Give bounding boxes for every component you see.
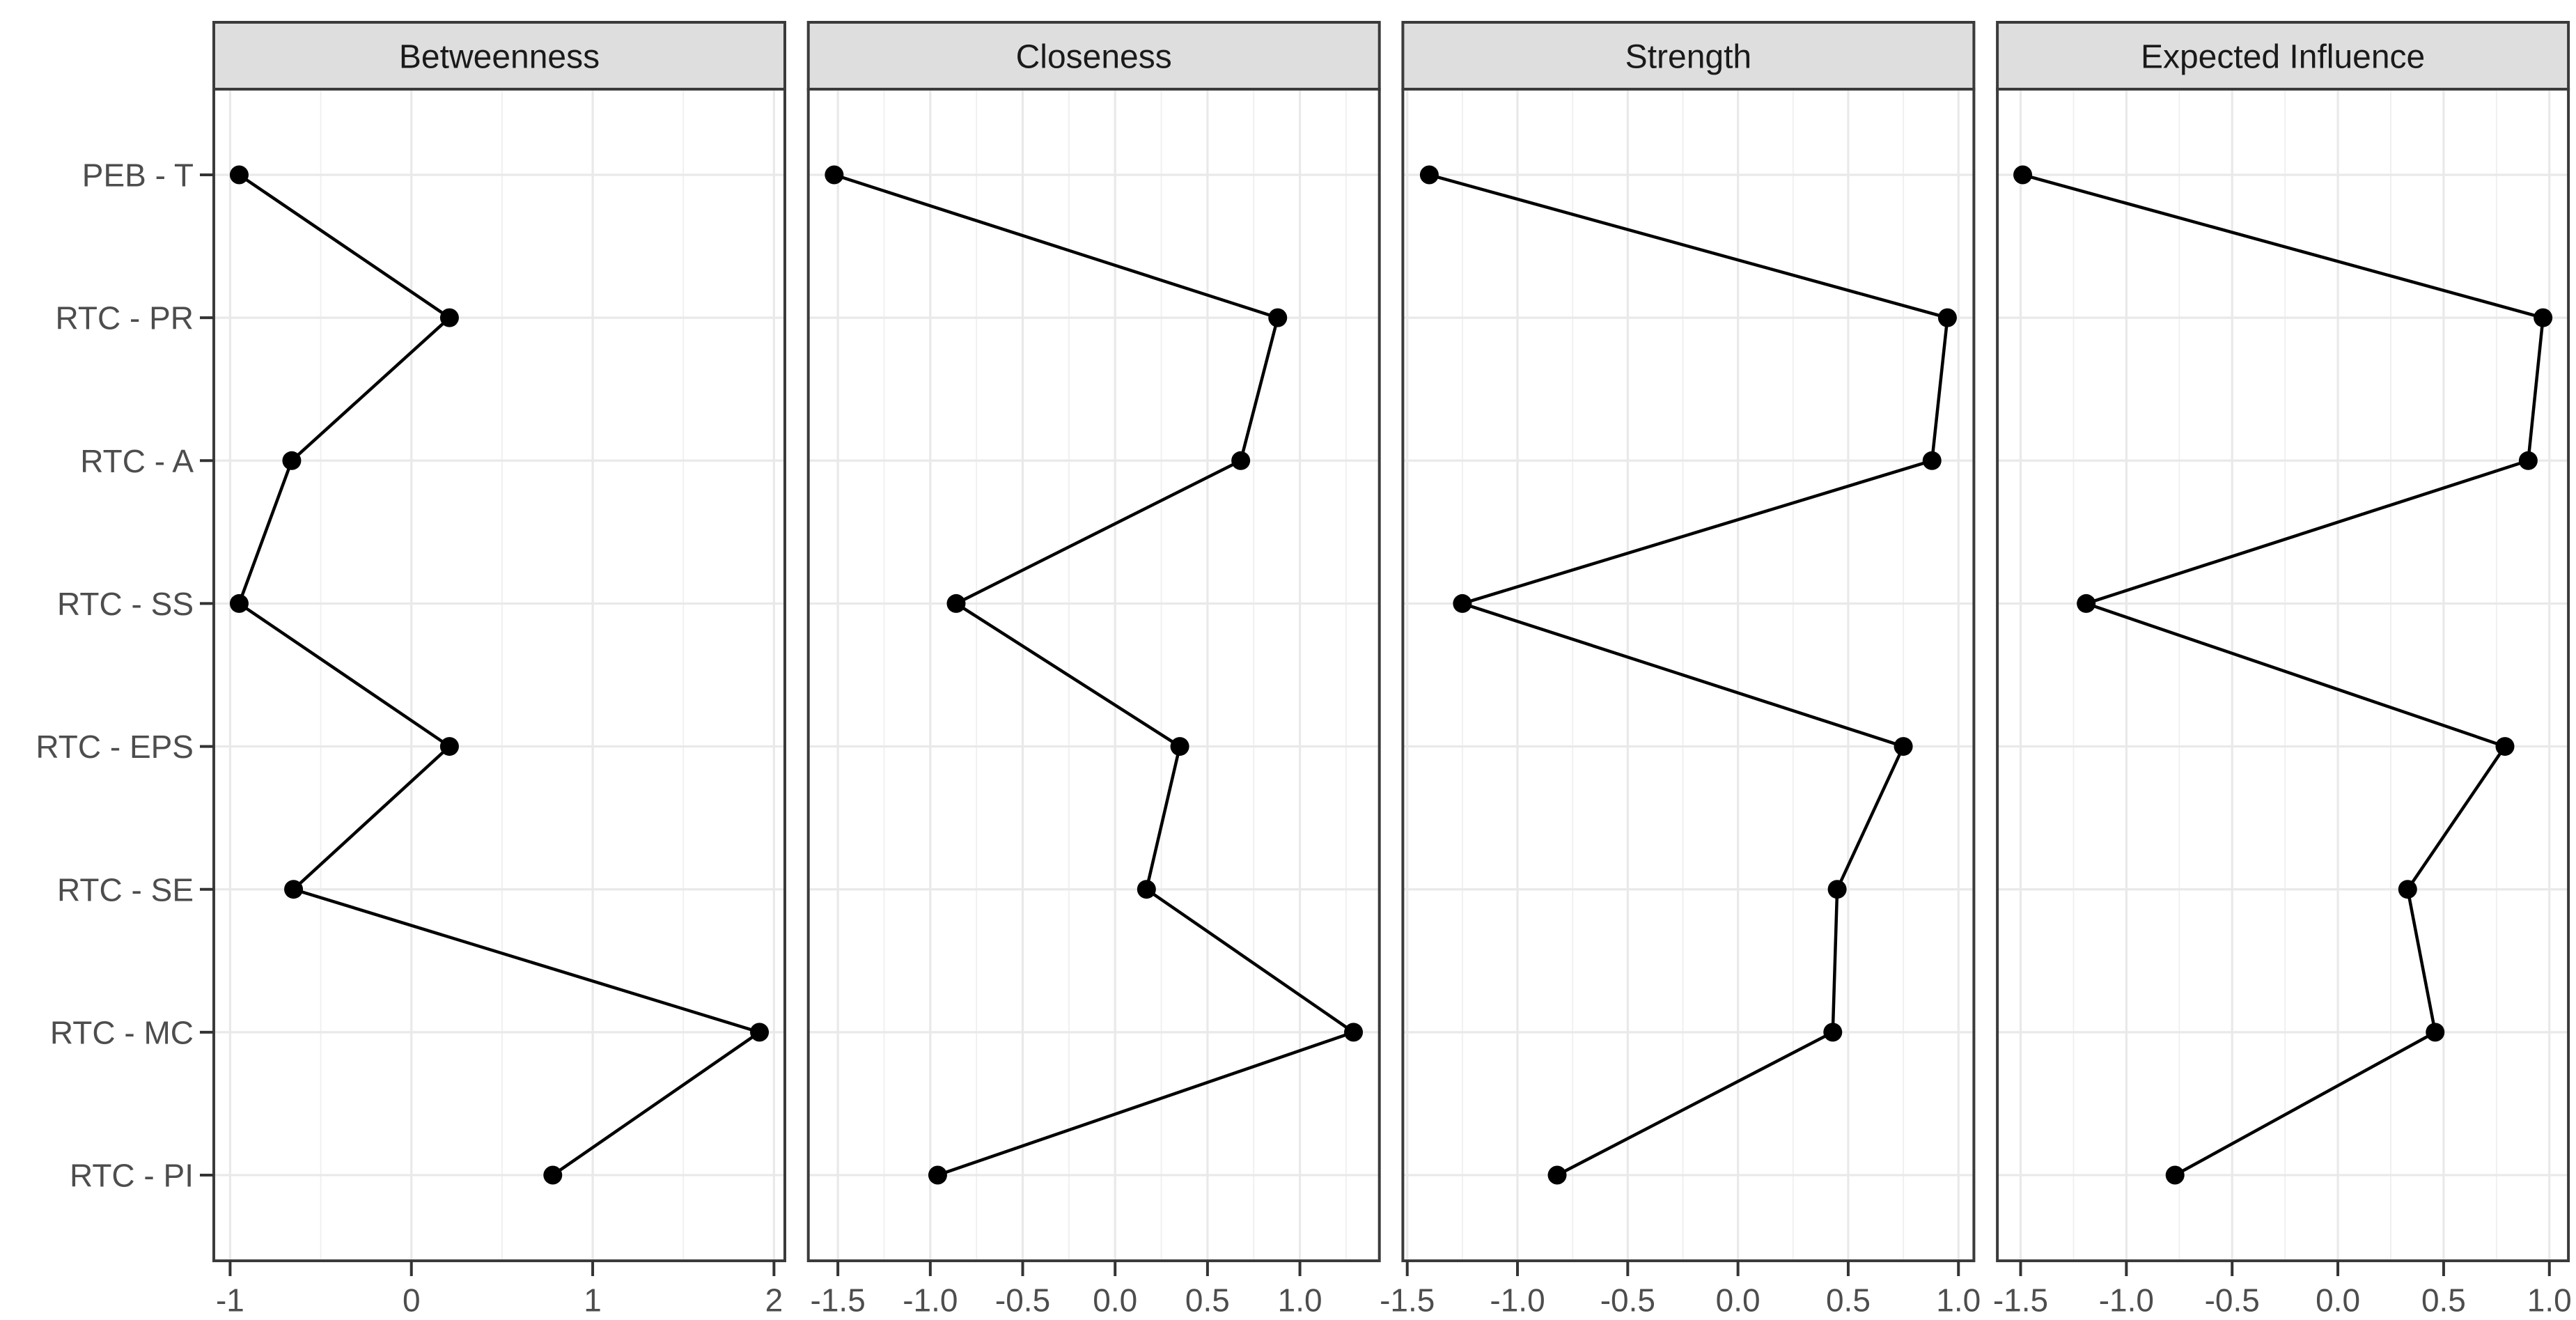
data-point bbox=[2013, 165, 2033, 185]
data-point bbox=[282, 451, 302, 470]
x-tick-label: -1.5 bbox=[1380, 1282, 1435, 1319]
data-point bbox=[2518, 451, 2538, 470]
x-tick-label: 1.0 bbox=[1936, 1282, 1981, 1319]
facet-title: Strength bbox=[1625, 38, 1751, 75]
x-tick-label: 0.5 bbox=[1185, 1282, 1230, 1319]
facet-strip bbox=[806, 21, 1381, 91]
series-line bbox=[237, 173, 761, 1177]
data-point bbox=[1937, 308, 1957, 327]
data-point bbox=[825, 165, 844, 185]
y-tick-label: RTC - EPS bbox=[36, 729, 194, 765]
y-tick-label: RTC - SS bbox=[57, 586, 194, 622]
data-point bbox=[928, 1165, 947, 1185]
x-tick-label: 0.5 bbox=[2421, 1282, 2466, 1319]
x-tick-label: 0.0 bbox=[1093, 1282, 1137, 1319]
y-tick-label: RTC - A bbox=[80, 443, 194, 479]
x-tick-label: -1.0 bbox=[1490, 1282, 1545, 1319]
x-tick-label: 0.0 bbox=[2316, 1282, 2360, 1319]
series-line bbox=[1428, 173, 1949, 1177]
x-tick-label: 1.0 bbox=[2527, 1282, 2572, 1319]
x-tick-label: -1.5 bbox=[811, 1282, 866, 1319]
data-point bbox=[1547, 1165, 1567, 1185]
y-tick-label: RTC - PI bbox=[70, 1158, 194, 1194]
data-point bbox=[946, 593, 966, 613]
panel-background bbox=[214, 89, 785, 1261]
data-point bbox=[229, 165, 249, 185]
facet-strip bbox=[212, 21, 786, 91]
facet-title: Closeness bbox=[1016, 38, 1172, 75]
series-line bbox=[832, 173, 1355, 1177]
data-point bbox=[543, 1165, 563, 1185]
data-point bbox=[1170, 737, 1189, 756]
data-point bbox=[750, 1023, 770, 1042]
x-tick-label: 0.0 bbox=[1716, 1282, 1761, 1319]
x-tick-label: 1.0 bbox=[1278, 1282, 1322, 1319]
data-point bbox=[1922, 451, 1942, 470]
data-point bbox=[2534, 308, 2553, 327]
data-point bbox=[2165, 1165, 2185, 1185]
x-tick-label: -1.5 bbox=[1993, 1282, 2048, 1319]
data-point bbox=[1268, 308, 1288, 327]
data-point bbox=[439, 308, 459, 327]
x-tick-label: -1.0 bbox=[2099, 1282, 2154, 1319]
facet-panel: Expected Influence -1.5 -1.0 -0.5 0.0 0.5 1.0 bbox=[1993, 21, 2572, 1319]
panel-background bbox=[1997, 89, 2569, 1261]
x-tick-label: -1 bbox=[216, 1282, 244, 1319]
panel-background bbox=[808, 89, 1380, 1261]
y-tick-label: RTC - PR bbox=[56, 300, 194, 336]
data-point bbox=[1894, 737, 1913, 756]
facet-title: Betweenness bbox=[399, 38, 600, 75]
y-tick-label: RTC - MC bbox=[50, 1014, 194, 1050]
data-point bbox=[1823, 1023, 1843, 1042]
facet-panel: Strength -1.5 -1.0 -0.5 0.0 0.5 1.0 bbox=[1380, 21, 1981, 1319]
data-point bbox=[284, 880, 304, 899]
x-tick-label: -0.5 bbox=[995, 1282, 1050, 1319]
data-point bbox=[1137, 880, 1156, 899]
data-point bbox=[2077, 593, 2096, 613]
panel-background bbox=[1403, 89, 1974, 1261]
series-line bbox=[2021, 173, 2545, 1177]
facet-panel: Betweenness -1 0 1 2 bbox=[212, 21, 786, 1319]
data-point bbox=[2426, 1023, 2445, 1042]
y-tick-label: RTC - SE bbox=[57, 871, 194, 908]
data-point bbox=[1827, 880, 1847, 899]
x-tick-label: -0.5 bbox=[1600, 1282, 1655, 1319]
y-tick-label: PEB - T bbox=[82, 157, 194, 194]
facet-panel: Closeness -1.5 -1.0 -0.5 0.0 0.5 1.0 bbox=[806, 21, 1381, 1319]
x-tick-label: 0 bbox=[403, 1282, 421, 1319]
facet-title: Expected Influence bbox=[2141, 38, 2425, 75]
data-point bbox=[1231, 451, 1251, 470]
data-point bbox=[439, 737, 459, 756]
data-point bbox=[229, 593, 249, 613]
facet-strip bbox=[1401, 21, 1976, 91]
x-tick-label: 1 bbox=[584, 1282, 602, 1319]
x-tick-label: -1.0 bbox=[903, 1282, 958, 1319]
facet-strip bbox=[1996, 21, 2570, 91]
x-tick-label: 0.5 bbox=[1826, 1282, 1871, 1319]
data-point bbox=[1419, 165, 1439, 185]
data-point bbox=[2398, 880, 2417, 899]
data-point bbox=[1453, 593, 1472, 613]
x-tick-label: -0.5 bbox=[2205, 1282, 2260, 1319]
data-point bbox=[2495, 737, 2515, 756]
data-point bbox=[1344, 1023, 1364, 1042]
x-tick-label: 2 bbox=[765, 1282, 783, 1319]
